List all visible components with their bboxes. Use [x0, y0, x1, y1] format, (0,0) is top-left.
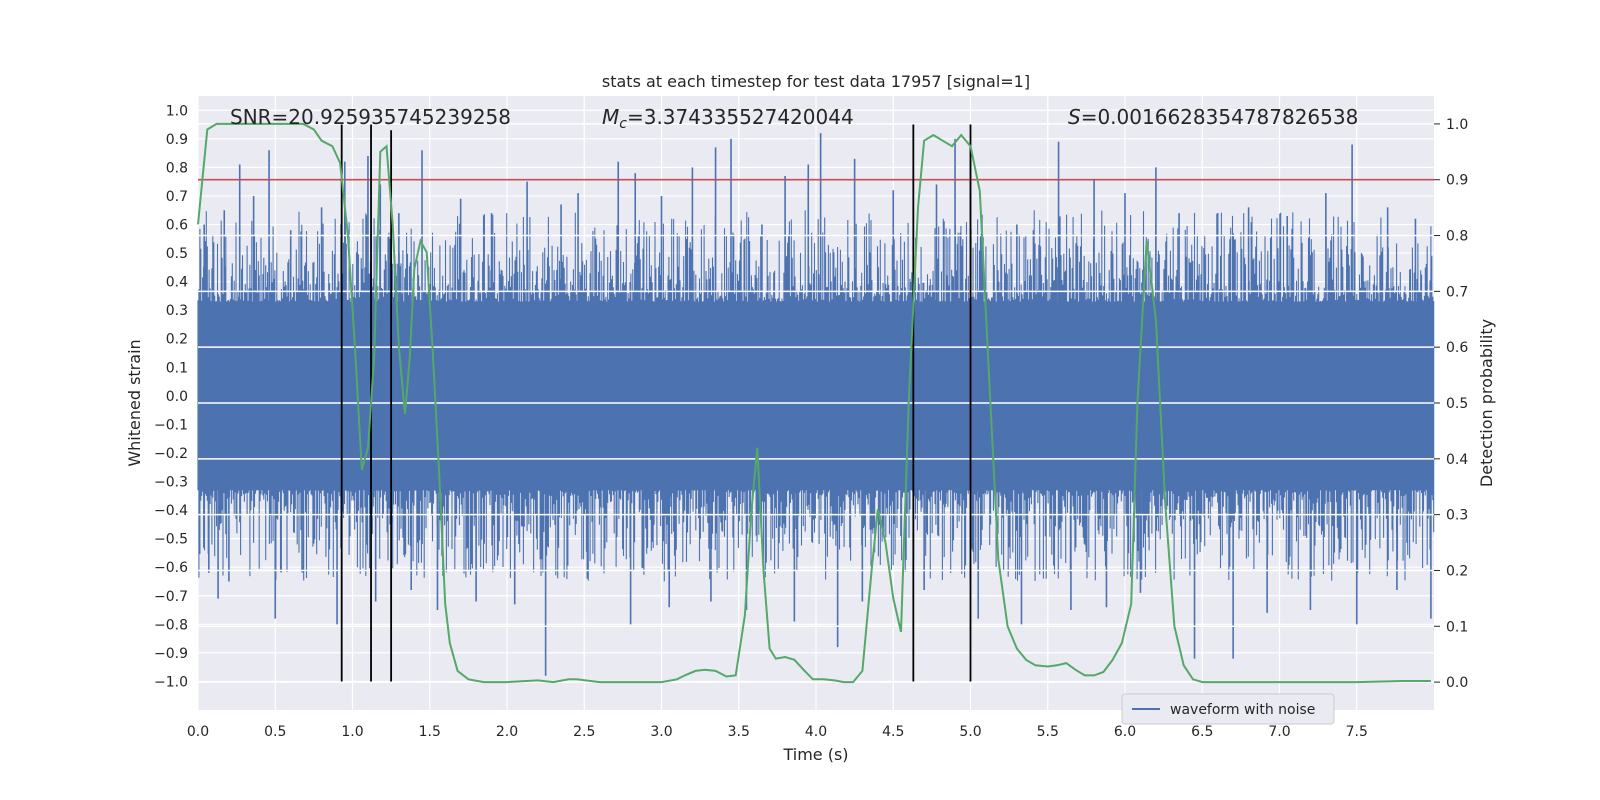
x-tick-label-10: 5.0: [959, 724, 981, 740]
x-tick-label-1: 0.5: [264, 724, 286, 740]
y-axis-ticks: 1.0 0.9 0.8 0.7 0.6 0.5 0.4 0.3 0.2 0.1 0.0 −0.1 −0.…: [154, 103, 188, 690]
y-tick-label-1: 0.9: [166, 132, 188, 148]
y2-axis-label: Detection probability: [1477, 319, 1496, 487]
y-tick-label-16: −0.6: [154, 560, 188, 576]
x-tick-label-8: 4.0: [805, 724, 827, 740]
x-tick-label-3: 1.5: [419, 724, 441, 740]
y-tick-label-8: 0.2: [166, 332, 188, 348]
detection-probability-line: [197, 122, 1431, 684]
y2-tick-label-0: 1.0: [1446, 117, 1468, 133]
y-tick-label-4: 0.6: [166, 218, 188, 234]
y2-tick-label-9: 0.1: [1446, 619, 1468, 635]
chirp-mass-annotation: Mc=3.374335527420044: [602, 105, 854, 132]
x-tick-label-12: 6.0: [1114, 724, 1136, 740]
legend: waveform with noise: [1121, 693, 1335, 725]
y2-tick-label-10: 0.0: [1446, 675, 1468, 691]
x-tick-label-15: 7.5: [1346, 724, 1368, 740]
x-tick-label-9: 4.5: [882, 724, 904, 740]
s-annotation: S=0.0016628354787826538: [1068, 105, 1358, 129]
y-tick-label-13: −0.3: [154, 475, 188, 491]
chart-title: stats at each timestep for test data 179…: [602, 72, 1030, 91]
x-tick-label-5: 2.5: [573, 724, 595, 740]
y2-tick-label-6: 0.4: [1446, 452, 1468, 468]
x-tick-label-14: 7.0: [1268, 724, 1290, 740]
y-axis-label: Whitened strain: [125, 339, 144, 466]
chirp-mass-subscript: c: [619, 116, 627, 132]
x-axis-ticks: 0.0 0.5 1.0 1.5 2.0 2.5 3.0 3.5 4.0 4.5 5.0 5.5 6.0 6…: [187, 724, 1368, 740]
y-tick-label-20: −1.0: [154, 674, 188, 690]
chirp-mass-symbol: M: [602, 105, 619, 129]
chirp-mass-value: =3.374335527420044: [627, 105, 854, 129]
y2-tick-label-4: 0.6: [1446, 340, 1468, 356]
y-tick-label-19: −0.9: [154, 646, 188, 662]
s-symbol: S: [1068, 105, 1081, 129]
y2-tick-label-3: 0.7: [1446, 284, 1468, 300]
s-value: =0.0016628354787826538: [1081, 105, 1359, 129]
y-tick-label-7: 0.3: [166, 303, 188, 319]
y-tick-label-17: −0.7: [154, 589, 188, 605]
legend-box: [1121, 693, 1335, 725]
y2-tick-label-7: 0.3: [1446, 508, 1468, 524]
y-tick-label-9: 0.1: [166, 360, 188, 376]
y-tick-label-10: 0.0: [166, 389, 188, 405]
x-tick-label-11: 5.5: [1037, 724, 1059, 740]
legend-label-waveform: waveform with noise: [1170, 702, 1315, 718]
y-tick-label-6: 0.4: [166, 275, 188, 291]
x-tick-label-4: 2.0: [496, 724, 518, 740]
y-tick-label-3: 0.7: [166, 189, 188, 205]
x-tick-label-0: 0.0: [187, 724, 209, 740]
y2-tick-label-8: 0.2: [1446, 563, 1468, 579]
y2-tick-label-5: 0.5: [1446, 396, 1468, 412]
x-tick-label-13: 6.5: [1191, 724, 1213, 740]
x-tick-label-2: 1.0: [341, 724, 363, 740]
y-tick-label-12: −0.2: [154, 446, 188, 462]
y2-tick-label-2: 0.8: [1446, 229, 1468, 245]
y-tick-label-0: 1.0: [166, 103, 188, 119]
y2-axis-ticks: 1.0 0.9 0.8 0.7 0.6 0.5 0.4 0.3 0.2 0.1 0.0: [1434, 117, 1468, 691]
snr-annotation: SNR=20.925935745239258: [230, 105, 511, 129]
x-tick-label-7: 3.5: [728, 724, 750, 740]
y-tick-label-2: 0.8: [166, 160, 188, 176]
y2-tick-label-1: 0.9: [1446, 173, 1468, 189]
y-tick-label-14: −0.4: [154, 503, 188, 519]
x-tick-label-6: 3.0: [650, 724, 672, 740]
y-tick-label-5: 0.5: [166, 246, 188, 262]
y-tick-label-15: −0.5: [154, 532, 188, 548]
y-tick-label-11: −0.1: [154, 417, 188, 433]
x-axis-label: Time (s): [782, 745, 848, 764]
y-tick-label-18: −0.8: [154, 617, 188, 633]
